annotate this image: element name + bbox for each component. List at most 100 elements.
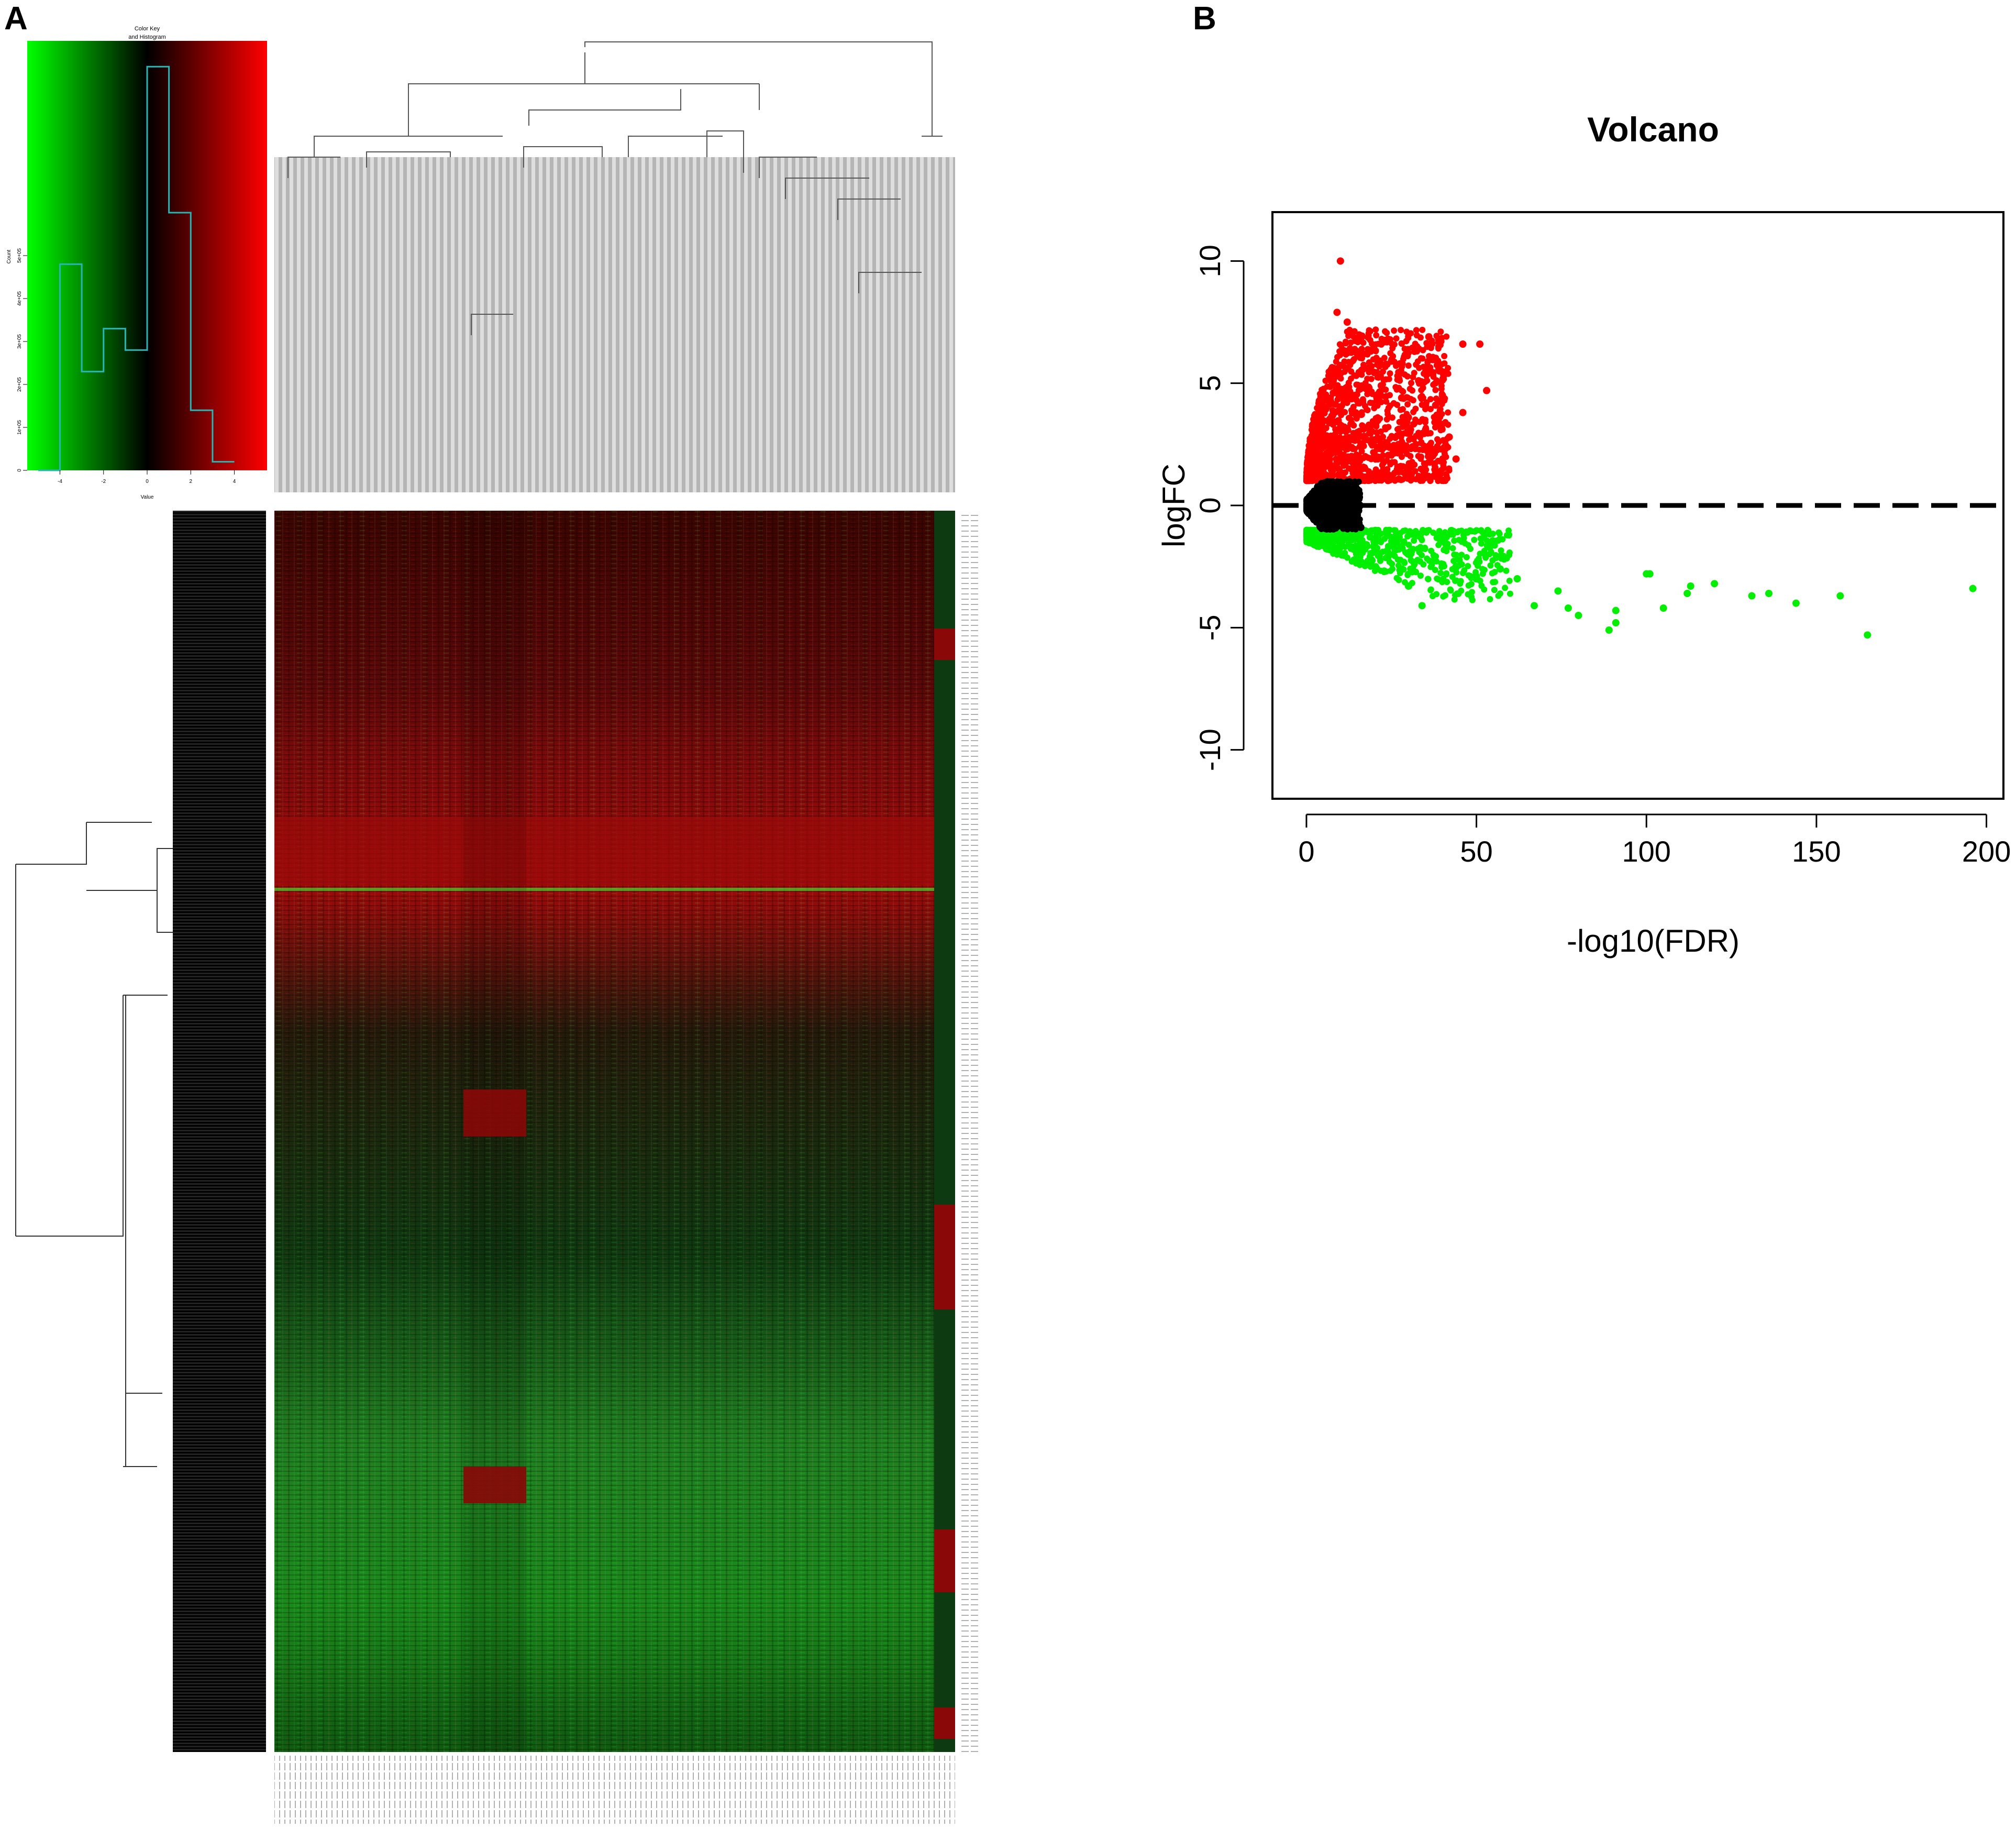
down-point	[1482, 553, 1489, 559]
down-point	[1475, 555, 1482, 562]
down-point	[1864, 631, 1871, 639]
down-point	[1659, 604, 1667, 612]
down-point	[1384, 553, 1392, 560]
down-point	[1442, 592, 1448, 599]
panel-label-a: A	[4, 1, 28, 37]
up-point	[1413, 327, 1420, 334]
up-point	[1318, 392, 1325, 399]
up-point	[1383, 329, 1390, 336]
down-point	[1381, 535, 1388, 542]
key-y-tick-label: 0	[17, 469, 23, 472]
up-point	[1398, 369, 1405, 376]
down-point	[1836, 592, 1844, 600]
not_significant-point	[1350, 480, 1358, 487]
down-point	[1503, 567, 1510, 574]
non-significant-cluster	[1303, 326, 1513, 603]
down-point	[1612, 619, 1620, 626]
down-point	[1437, 570, 1444, 577]
down-point	[1643, 570, 1651, 578]
up-point	[1355, 456, 1362, 463]
down-point	[1765, 590, 1773, 597]
up-point	[1361, 478, 1368, 484]
up-point	[1387, 370, 1393, 377]
up-point	[1339, 456, 1346, 462]
up-point	[1338, 402, 1345, 409]
down-point	[1460, 532, 1467, 538]
up-point	[1408, 380, 1414, 387]
up-point	[1427, 478, 1434, 484]
up-point	[1404, 394, 1411, 401]
down-point	[1487, 562, 1494, 569]
up-point	[1431, 419, 1438, 426]
up-point	[1419, 355, 1426, 362]
down-point	[1310, 536, 1316, 543]
key-y-tick-label: 1e+05	[17, 420, 23, 435]
up-point	[1333, 308, 1341, 316]
key-x-tick-label: 0	[146, 479, 149, 484]
row-labels	[959, 511, 980, 1752]
down-point	[1487, 596, 1493, 603]
down-point	[1398, 565, 1405, 573]
up-point	[1427, 364, 1434, 371]
up-point	[1445, 409, 1452, 416]
up-point	[1383, 398, 1390, 405]
key-x-tick-label: -2	[101, 479, 106, 484]
down-point	[1413, 569, 1420, 576]
ns-point	[1345, 503, 1352, 510]
down-point	[1748, 592, 1756, 600]
up-point	[1383, 416, 1390, 423]
up-point	[1404, 401, 1411, 408]
down-point	[1479, 570, 1486, 577]
up-point	[1366, 383, 1372, 390]
up-point	[1416, 434, 1423, 441]
down-point	[1483, 537, 1490, 544]
up-point	[1435, 471, 1442, 478]
up-point	[1373, 332, 1380, 339]
up-point	[1385, 424, 1392, 431]
down-point	[1401, 559, 1408, 566]
down-point	[1395, 535, 1402, 542]
down-point	[1969, 585, 1977, 592]
down-point	[1792, 599, 1800, 607]
x-axis-label: -log10(FDR)	[1567, 923, 1740, 958]
chart-title: Volcano	[1587, 110, 1719, 149]
up-point	[1412, 416, 1419, 423]
up-point	[1432, 450, 1438, 457]
down-point	[1495, 592, 1502, 599]
up-point	[1327, 378, 1334, 384]
up-point	[1319, 458, 1326, 465]
up-point	[1391, 327, 1398, 334]
down-point	[1357, 541, 1365, 548]
up-point	[1347, 388, 1354, 395]
up-point	[1350, 429, 1357, 436]
up-point	[1419, 416, 1426, 423]
up-point	[1433, 395, 1439, 402]
up-point	[1396, 418, 1403, 425]
up-point	[1439, 426, 1446, 433]
up-point	[1353, 381, 1360, 388]
down-point	[1478, 527, 1485, 534]
down-point	[1404, 582, 1412, 590]
up-point	[1445, 433, 1453, 441]
down-point	[1575, 612, 1582, 619]
down-point	[1359, 549, 1366, 556]
down-point	[1612, 607, 1620, 614]
x-tick-label: 0	[1298, 835, 1314, 868]
up-point	[1435, 339, 1442, 346]
up-point	[1393, 335, 1400, 342]
up-point	[1335, 417, 1342, 424]
ns-point	[1323, 488, 1330, 495]
down-point	[1420, 527, 1426, 534]
up-point	[1426, 355, 1433, 361]
up-point	[1343, 318, 1351, 326]
key-x-tick-label: 4	[233, 479, 236, 484]
down-point	[1341, 553, 1347, 559]
down-point	[1451, 551, 1458, 558]
down-point	[1367, 532, 1373, 539]
up-point	[1330, 408, 1337, 415]
up-point	[1442, 418, 1449, 425]
down-point	[1458, 552, 1465, 558]
up-point	[1358, 371, 1365, 378]
up-point	[1359, 422, 1366, 429]
up-point	[1327, 466, 1334, 473]
